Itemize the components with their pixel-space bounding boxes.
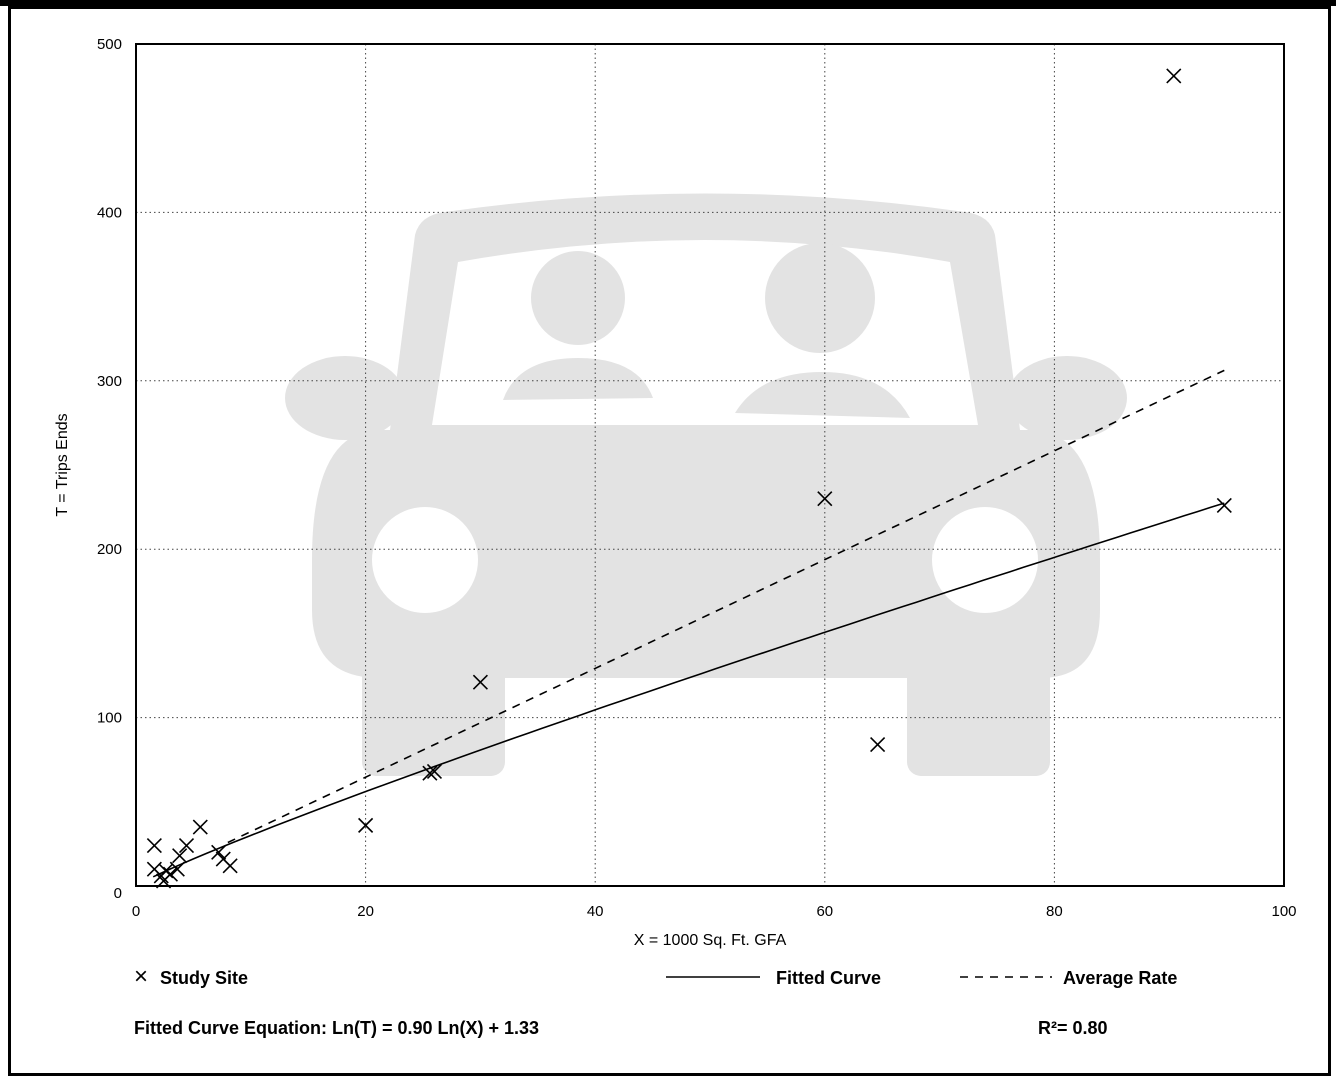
legend-study-site-label: Study Site — [160, 968, 248, 988]
study-site-point — [358, 817, 374, 833]
study-site-point — [422, 765, 438, 781]
study-site-point — [426, 763, 443, 780]
axis-ticks: 0 20 40 60 80 100 0 100 200 300 400 500 — [97, 36, 1297, 920]
study-site-point — [146, 838, 162, 854]
plot-area-border — [135, 43, 1285, 887]
x-axis-label: X = 1000 Sq. Ft. GFA — [634, 932, 787, 949]
study-site-point — [870, 736, 886, 753]
x-tick-label: 40 — [587, 903, 604, 920]
passengers-icon — [503, 243, 910, 418]
y-tick-label: 100 — [97, 710, 122, 727]
legend-average-rate: Average Rate — [960, 968, 1177, 988]
study-site-point — [211, 844, 227, 860]
fitted-curve-line — [152, 502, 1225, 878]
study-site-point — [162, 866, 179, 882]
study-site-point — [1166, 68, 1182, 84]
study-site-point — [178, 838, 195, 854]
average-rate-line — [227, 369, 1225, 844]
y-tick-label: 400 — [97, 204, 122, 221]
study-site-points — [146, 68, 1232, 889]
x-tick-label: 100 — [1271, 903, 1296, 920]
legend-study-site: × Study Site — [134, 963, 248, 990]
x-tick-label: 80 — [1046, 903, 1063, 920]
grid-lines — [136, 44, 1284, 886]
top-border — [0, 0, 1336, 6]
legend-x-marker: × — [134, 963, 148, 990]
trend-lines — [152, 369, 1225, 878]
study-site-point — [169, 861, 185, 877]
r-squared-value: R²= 0.80 — [1038, 1018, 1108, 1038]
x-tick-label: 60 — [816, 903, 833, 920]
study-site-point — [1216, 497, 1232, 513]
y-tick-label: 300 — [97, 373, 122, 390]
y-tick-label: 0 — [114, 885, 122, 902]
fitted-curve-equation: Fitted Curve Equation: Ln(T) = 0.90 Ln(X… — [134, 1018, 539, 1038]
legend-fitted-curve-label: Fitted Curve — [776, 968, 881, 988]
y-tick-label: 500 — [97, 36, 122, 53]
study-site-point — [222, 858, 238, 874]
legend: × Study Site Fitted Curve Average Rate — [134, 963, 1177, 990]
y-axis-label: T = Trips Ends — [54, 413, 71, 516]
study-site-point — [472, 674, 488, 690]
legend-fitted-curve: Fitted Curve — [666, 968, 881, 988]
study-site-point — [172, 848, 188, 864]
legend-average-rate-label: Average Rate — [1063, 968, 1177, 988]
x-tick-label: 0 — [132, 903, 140, 920]
study-site-point — [192, 819, 208, 835]
x-tick-label: 20 — [357, 903, 374, 920]
study-site-point — [817, 491, 833, 507]
y-tick-label: 200 — [97, 541, 122, 558]
